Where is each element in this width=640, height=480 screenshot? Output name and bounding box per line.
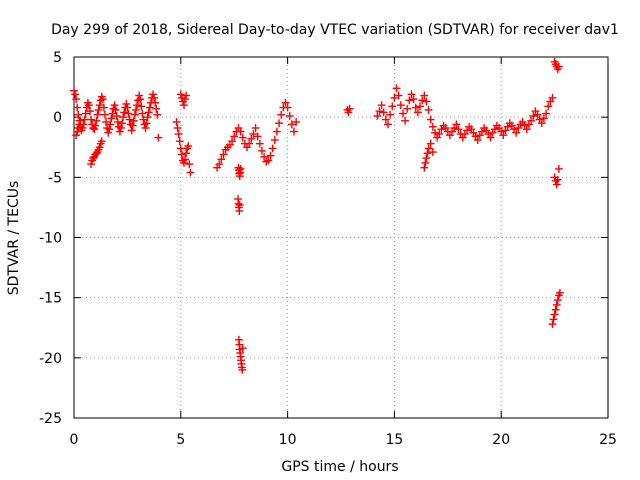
y-tick-label-4: -15 <box>39 291 62 307</box>
x-tick-label-2: 10 <box>279 432 297 448</box>
y-tick-label-3: -10 <box>39 231 62 247</box>
x-tick-label-1: 5 <box>176 432 185 448</box>
y-tick-label-1: 0 <box>53 110 62 126</box>
x-tick-label-3: 15 <box>385 432 403 448</box>
x-tick-label-5: 25 <box>599 432 617 448</box>
chart-root: 0 5 10 15 20 25 5 0 -5 -10 -15 -20 -25 Day 299 of 20… <box>0 0 640 480</box>
y-tick-label-5: -20 <box>39 351 62 367</box>
x-tick-label-0: 0 <box>70 432 79 448</box>
x-axis-label: GPS time / hours <box>281 459 398 475</box>
chart-title: Day 299 of 2018, Sidereal Day-to-day VTE… <box>51 22 619 38</box>
chart-background <box>0 0 640 480</box>
x-tick-label-4: 20 <box>492 432 510 448</box>
y-axis-label: SDTVAR / TECUs <box>6 181 22 296</box>
y-tick-label-6: -25 <box>39 411 62 427</box>
y-tick-label-0: 5 <box>53 50 62 66</box>
sdtvar-scatter-chart: 0 5 10 15 20 25 5 0 -5 -10 -15 -20 -25 Day 299 of 20… <box>0 0 640 480</box>
y-tick-label-2: -5 <box>48 170 62 186</box>
